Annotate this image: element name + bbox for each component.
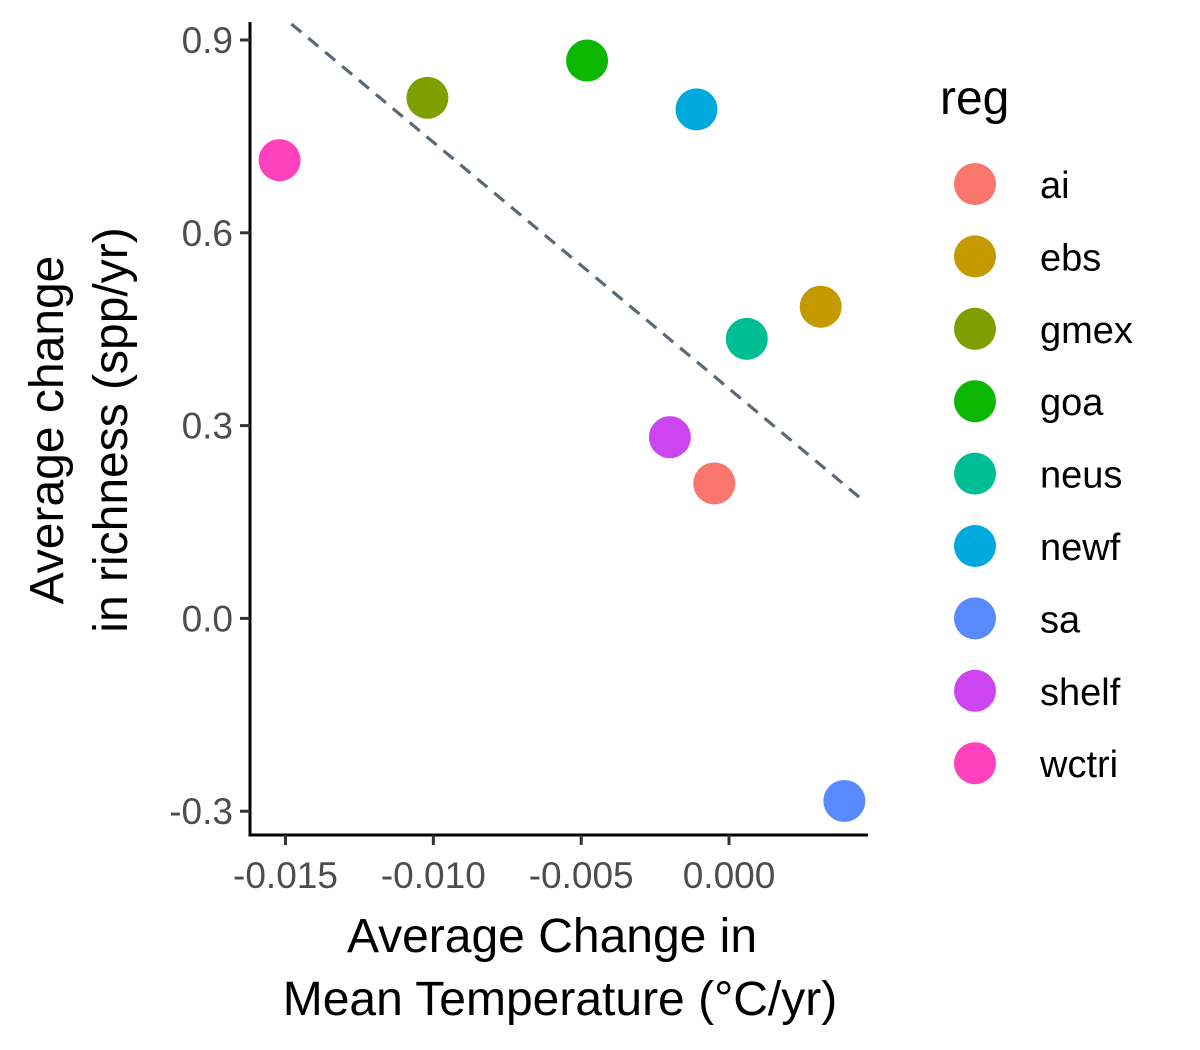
y-tick-label: 0.6	[182, 213, 233, 254]
point-sa	[823, 779, 866, 822]
y-tick-label: 0.9	[182, 20, 233, 61]
point-newf	[675, 88, 718, 131]
point-ai	[693, 462, 736, 505]
y-tick-label: -0.3	[169, 791, 233, 832]
legend-item-shelf: shelf	[954, 669, 1121, 714]
point-shelf	[648, 416, 691, 459]
legend-swatch	[954, 307, 996, 350]
legend-title: reg	[940, 72, 1009, 125]
legend-item-gmex: gmex	[954, 307, 1133, 352]
x-tick-label: -0.005	[529, 855, 634, 896]
x-axis-title-line-2: Mean Temperature (°C/yr)	[283, 973, 837, 1026]
legend-item-ebs: ebs	[954, 235, 1101, 279]
legend-label: ai	[1040, 165, 1070, 207]
y-tick-label: 0.0	[182, 598, 233, 639]
legend-label: gmex	[1040, 310, 1133, 352]
legend-item-sa: sa	[954, 597, 1081, 641]
legend-swatch	[954, 380, 996, 423]
legend-item-goa: goa	[954, 380, 1104, 424]
point-neus	[725, 317, 768, 360]
x-tick-label: 0.000	[683, 855, 776, 896]
point-wctri	[258, 139, 301, 182]
legend-swatch	[954, 235, 996, 278]
legend-item-wctri: wctri	[954, 742, 1118, 786]
legend-item-neus: neus	[954, 452, 1122, 497]
legend-label: goa	[1040, 382, 1104, 424]
legend-label: shelf	[1040, 672, 1121, 714]
trend-line	[290, 22, 864, 501]
legend-item-newf: newf	[954, 525, 1121, 569]
legend-swatch	[954, 163, 996, 205]
legend-label: newf	[1040, 527, 1121, 569]
x-axis-title-line-1: Average Change in	[347, 910, 757, 963]
legend-swatch	[954, 597, 996, 640]
point-gmex	[406, 76, 449, 119]
point-goa	[566, 39, 609, 82]
legend-swatch	[954, 669, 996, 712]
legend: reg ai ebs gmex goa neus newf sa shelf wctri	[940, 72, 1133, 786]
y-axis-title-line-1: Average change	[21, 256, 74, 605]
x-tick-label: -0.010	[381, 855, 486, 896]
legend-label: ebs	[1040, 237, 1101, 279]
legend-label: wctri	[1039, 744, 1118, 786]
legend-swatch	[954, 742, 996, 785]
y-tick-label: 0.3	[182, 406, 233, 447]
legend-item-ai: ai	[954, 163, 1070, 207]
legend-label: neus	[1040, 455, 1122, 497]
legend-label: sa	[1040, 599, 1081, 641]
point-ebs	[799, 285, 842, 328]
legend-swatch	[954, 452, 996, 495]
x-tick-label: -0.015	[233, 855, 338, 896]
y-axis-title-line-2: in richness (spp/yr)	[85, 227, 138, 632]
legend-swatch	[954, 525, 996, 567]
